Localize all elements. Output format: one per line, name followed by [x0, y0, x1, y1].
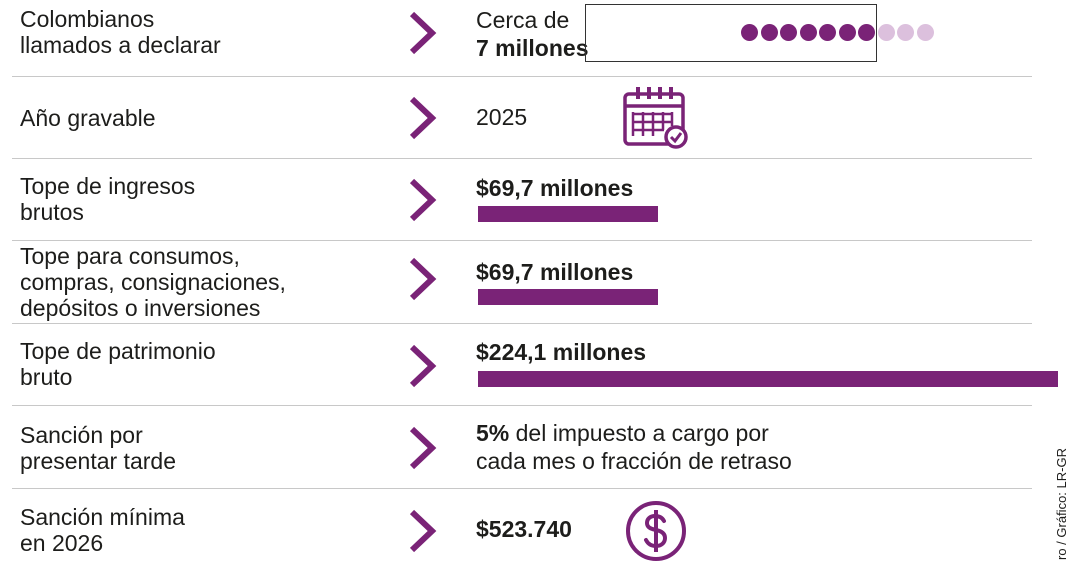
person-dot [819, 24, 836, 41]
label-line: depósitos o inversiones [20, 295, 261, 321]
value-label: $69,7 millones [476, 175, 634, 201]
value-main: 7 millones [476, 35, 589, 61]
divider [12, 240, 1032, 241]
label-line: en 2026 [20, 530, 104, 556]
row-label: Colombianos llamados a declarar [20, 6, 221, 58]
credit-text: ro / Gráfico: LR-GR [1054, 448, 1069, 560]
chevron-right-icon [409, 257, 437, 301]
bar-patrimonio [478, 371, 1058, 387]
label-line: compras, consignaciones, [20, 269, 286, 295]
row-label: Sanción por presentar tarde [20, 422, 176, 474]
dollar-coin-icon [626, 501, 686, 561]
person-dot [858, 24, 875, 41]
chevron-right-icon [409, 426, 437, 470]
divider [12, 488, 1032, 489]
value-year: 2025 [476, 104, 528, 130]
label-line: Tope para consumos, [20, 243, 240, 269]
chevron-right-icon [409, 509, 437, 553]
label-line: llamados a declarar [20, 32, 221, 58]
person-dot [780, 24, 797, 41]
label-line: Sanción por [20, 422, 143, 448]
person-dot [799, 24, 817, 41]
person-dot [838, 24, 856, 41]
label-line: presentar tarde [20, 448, 176, 474]
row-label: Año gravable [20, 105, 156, 131]
chevron-right-icon [409, 178, 437, 222]
value-prefix: Cerca de [476, 7, 570, 33]
chevron-right-icon [409, 11, 437, 55]
value-sancion-line2: cada mes o fracción de retraso [476, 448, 792, 474]
value-label: $523.740 [476, 516, 572, 542]
person-dot [916, 24, 934, 41]
divider [12, 323, 1032, 324]
value-label: $224,1 millones [476, 339, 647, 365]
value-sancion: 5% del impuesto a cargo por [476, 420, 769, 446]
person-dot [877, 24, 895, 41]
person-dot [760, 24, 778, 41]
label-line: Tope de patrimonio [20, 338, 216, 364]
calendar-check-icon [623, 87, 688, 149]
label-line: bruto [20, 364, 73, 390]
row-label: Tope de ingresos brutos [20, 173, 195, 225]
bar-consumos [478, 289, 659, 305]
person-dot [741, 24, 758, 41]
divider [12, 76, 1032, 77]
person-dot [897, 24, 914, 41]
label-line: Colombianos [20, 6, 155, 32]
divider [12, 405, 1032, 406]
chevron-right-icon [409, 96, 437, 140]
highlight-box [585, 4, 877, 62]
row-label: Tope para consumos, compras, consignacio… [20, 243, 286, 321]
value-label: $69,7 millones [476, 259, 634, 285]
divider [12, 158, 1032, 159]
row-label: Sanción mínima en 2026 [20, 504, 185, 556]
label-line: brutos [20, 199, 84, 225]
label-line: Sanción mínima [20, 504, 185, 530]
label-line: Tope de ingresos [20, 173, 196, 199]
row-label: Tope de patrimonio bruto [20, 338, 216, 390]
bar-ingresos [478, 206, 659, 222]
chevron-right-icon [409, 344, 437, 388]
